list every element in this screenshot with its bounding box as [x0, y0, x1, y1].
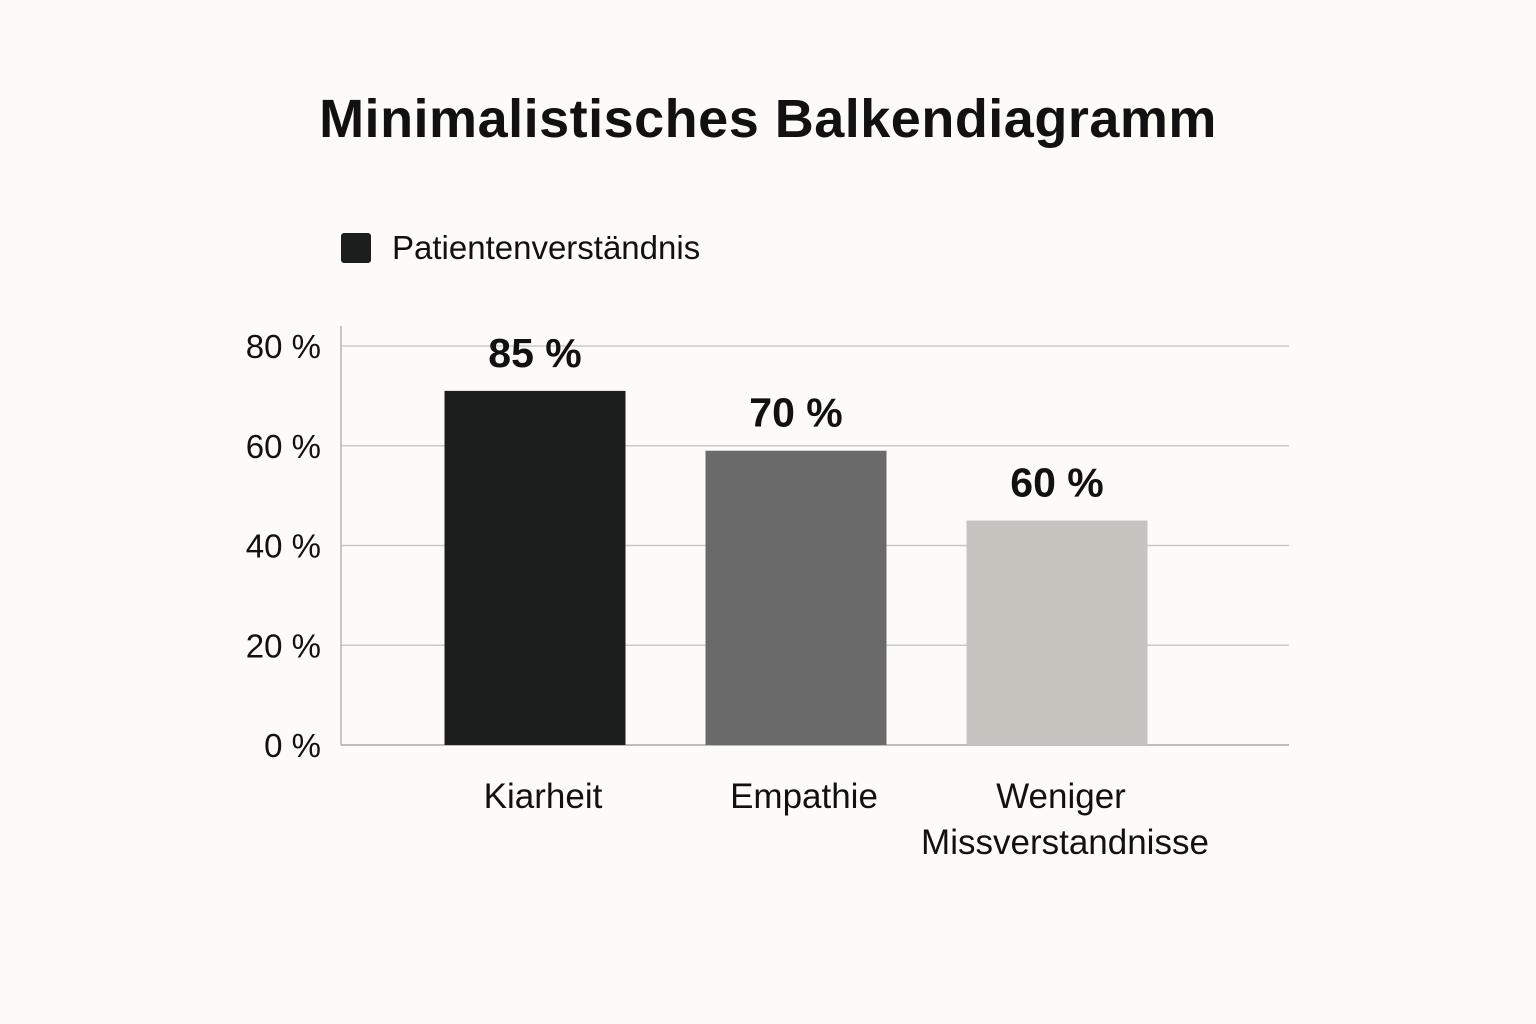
y-tick-label: 80 %: [246, 328, 321, 365]
bar-value-label: 70 %: [749, 390, 842, 436]
bar-3: [966, 520, 1148, 745]
y-tick-label: 40 %: [246, 528, 321, 565]
y-tick-label: 0 %: [264, 727, 321, 764]
x-category-label: Empathie: [730, 777, 878, 816]
bar-value-label: 60 %: [1010, 460, 1103, 506]
chart-title: Minimalistisches Balkendiagramm: [319, 89, 1217, 149]
x-category-label: Kiarheit: [484, 777, 603, 816]
bar-2: [705, 450, 887, 745]
y-tick-label: 60 %: [246, 428, 321, 465]
bar-value-label: 85 %: [488, 330, 581, 376]
legend-label: Patientenverständnis: [392, 229, 701, 266]
legend: Patientenverständnis: [341, 228, 700, 268]
x-category-label: Weniger: [996, 777, 1126, 816]
bar-1: [444, 390, 626, 745]
x-category-label: Missverstandnisse: [921, 823, 1209, 862]
legend-swatch: [341, 233, 371, 263]
y-tick-label: 20 %: [246, 627, 321, 664]
